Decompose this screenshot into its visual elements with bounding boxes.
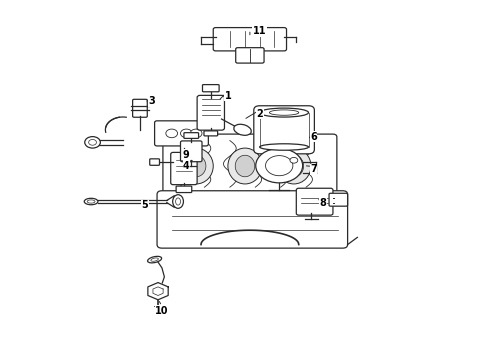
FancyBboxPatch shape (329, 193, 347, 206)
FancyBboxPatch shape (171, 152, 197, 185)
Ellipse shape (235, 155, 255, 177)
Circle shape (180, 129, 192, 138)
FancyBboxPatch shape (157, 191, 347, 248)
Text: 11: 11 (253, 26, 267, 36)
Ellipse shape (260, 108, 309, 117)
Text: 3: 3 (149, 96, 155, 106)
Ellipse shape (87, 200, 95, 203)
FancyBboxPatch shape (254, 106, 315, 154)
Circle shape (85, 136, 100, 148)
Text: 10: 10 (155, 306, 169, 316)
Text: 5: 5 (142, 200, 148, 210)
Circle shape (256, 148, 303, 183)
Ellipse shape (179, 148, 213, 184)
FancyBboxPatch shape (213, 28, 287, 51)
Ellipse shape (284, 155, 304, 177)
Text: 4: 4 (183, 161, 190, 171)
Ellipse shape (175, 198, 180, 205)
Text: 2: 2 (256, 109, 263, 119)
FancyBboxPatch shape (184, 133, 198, 138)
Ellipse shape (270, 110, 299, 115)
Ellipse shape (277, 148, 311, 184)
Ellipse shape (186, 155, 206, 177)
Circle shape (290, 157, 298, 163)
Text: 6: 6 (310, 132, 317, 142)
FancyBboxPatch shape (204, 131, 218, 136)
Ellipse shape (260, 144, 309, 150)
Ellipse shape (228, 148, 262, 184)
FancyBboxPatch shape (202, 85, 219, 92)
FancyBboxPatch shape (180, 141, 202, 162)
Ellipse shape (234, 124, 251, 135)
FancyBboxPatch shape (296, 188, 333, 215)
Text: 1: 1 (224, 91, 231, 101)
Circle shape (89, 139, 97, 145)
FancyBboxPatch shape (236, 48, 264, 63)
Polygon shape (148, 283, 168, 300)
FancyBboxPatch shape (176, 186, 192, 193)
Text: 9: 9 (183, 150, 190, 160)
Circle shape (190, 129, 202, 138)
Text: 8: 8 (320, 198, 327, 208)
Ellipse shape (147, 256, 162, 263)
Ellipse shape (172, 195, 183, 208)
FancyBboxPatch shape (155, 121, 208, 146)
FancyBboxPatch shape (133, 99, 147, 117)
Ellipse shape (84, 198, 98, 205)
Ellipse shape (151, 258, 158, 261)
FancyBboxPatch shape (163, 134, 337, 204)
FancyBboxPatch shape (150, 159, 159, 165)
Text: 7: 7 (310, 164, 317, 174)
Circle shape (166, 129, 177, 138)
Circle shape (266, 156, 293, 176)
FancyBboxPatch shape (197, 95, 224, 130)
